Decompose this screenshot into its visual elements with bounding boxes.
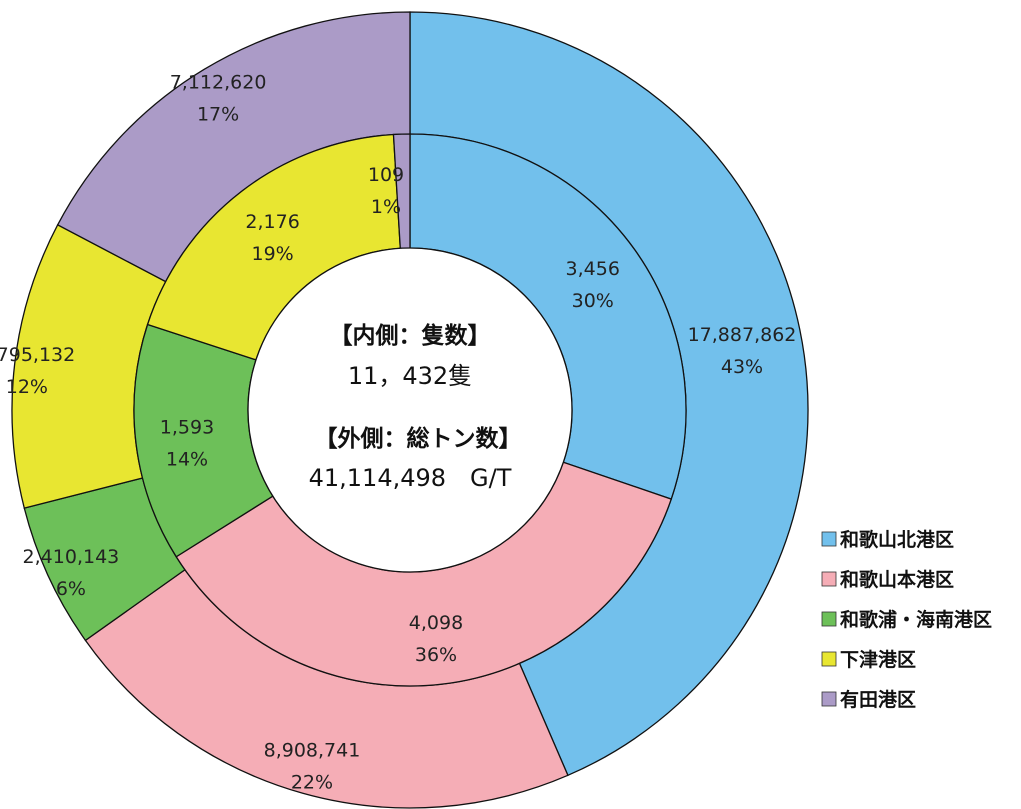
- inner-percent-label-0: 30%: [572, 290, 614, 312]
- outer-ring-total: 41,114,498 G/T: [309, 464, 512, 492]
- outer-percent-label-4: 17%: [197, 103, 239, 125]
- legend-swatch-3: [822, 652, 836, 666]
- outer-percent-label-0: 43%: [721, 356, 763, 378]
- outer-percent-label-3: 12%: [6, 376, 48, 398]
- inner-ring-total: 11，432隻: [348, 362, 472, 390]
- inner-percent-label-1: 36%: [415, 644, 457, 666]
- outer-value-label-2: 2,410,143: [23, 546, 120, 568]
- outer-ring-title: 【外側：総トン数】: [315, 425, 522, 452]
- inner-ring-title: 【内側：隻数】: [330, 322, 491, 349]
- inner-value-label-0: 3,456: [566, 258, 620, 280]
- inner-percent-label-3: 19%: [251, 243, 293, 265]
- outer-percent-label-2: 6%: [56, 578, 86, 600]
- inner-percent-label-2: 14%: [166, 449, 208, 471]
- outer-percent-label-1: 22%: [291, 771, 333, 793]
- legend-label-1: 和歌山本港区: [840, 568, 954, 591]
- inner-value-label-1: 4,098: [409, 612, 463, 634]
- legend-swatch-2: [822, 612, 836, 626]
- center-hole: [248, 248, 572, 572]
- inner-value-label-3: 2,176: [245, 211, 299, 233]
- legend-label-0: 和歌山北港区: [840, 528, 954, 551]
- outer-value-label-0: 17,887,862: [688, 324, 797, 346]
- outer-value-label-1: 8,908,741: [264, 739, 361, 761]
- inner-value-label-4: 109: [368, 164, 404, 186]
- legend-label-2: 和歌浦・海南港区: [840, 608, 992, 631]
- inner-percent-label-4: 1%: [371, 196, 401, 218]
- inner-value-label-2: 1,593: [160, 417, 214, 439]
- legend-swatch-0: [822, 532, 836, 546]
- legend-label-4: 有田港区: [840, 688, 916, 711]
- legend-swatch-4: [822, 692, 836, 706]
- legend-swatch-1: [822, 572, 836, 586]
- legend-label-3: 下津港区: [840, 648, 916, 671]
- outer-value-label-3: 4,795,132: [0, 344, 75, 366]
- outer-value-label-4: 7,112,620: [170, 71, 267, 93]
